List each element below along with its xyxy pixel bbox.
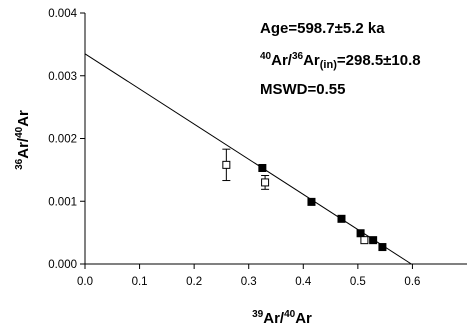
regression-line-group — [84, 53, 412, 265]
filled-data-point — [258, 163, 267, 172]
x-tick-label: 0.6 — [404, 276, 420, 288]
initial-ratio-annotation: 40Ar/36Ar(in)=298.5±10.8 — [260, 51, 421, 71]
regression-line — [84, 53, 412, 265]
filled-data-point — [337, 214, 346, 223]
x-tick-label: 0.0 — [77, 276, 93, 288]
y-axis-title: 36Ar/40Ar — [14, 110, 32, 170]
x-tick-label: 0.2 — [186, 276, 202, 288]
plot-area — [84, 13, 467, 265]
open-data-point — [360, 236, 369, 245]
y-tick-label: 0.000 — [48, 259, 77, 271]
filled-data-point — [307, 197, 316, 206]
x-tick-label: 0.5 — [350, 276, 366, 288]
y-tick-label: 0.004 — [48, 8, 77, 20]
y-tick-label: 0.003 — [48, 71, 77, 83]
y-axis-ticks: 0.000 0.001 0.002 0.003 0.004 — [48, 8, 85, 271]
x-tick-label: 0.4 — [295, 276, 312, 288]
x-axis-ticks: 0.0 0.1 0.2 0.3 0.4 0.5 0.6 — [77, 264, 420, 288]
data-points — [222, 160, 387, 252]
filled-data-point — [369, 236, 378, 245]
mswd-annotation: MSWD=0.55 — [260, 81, 345, 98]
filled-data-point — [378, 243, 387, 252]
open-data-point — [261, 178, 270, 187]
y-tick-label: 0.002 — [48, 134, 77, 146]
filled-data-point — [356, 229, 365, 238]
x-tick-label: 0.1 — [132, 276, 148, 288]
y-tick-label: 0.001 — [48, 196, 77, 208]
age-annotation: Age=598.7±5.2 ka — [260, 20, 385, 37]
open-data-point — [222, 160, 231, 169]
x-tick-label: 0.3 — [241, 276, 257, 288]
x-axis-title: 39Ar/40Ar — [252, 309, 312, 327]
